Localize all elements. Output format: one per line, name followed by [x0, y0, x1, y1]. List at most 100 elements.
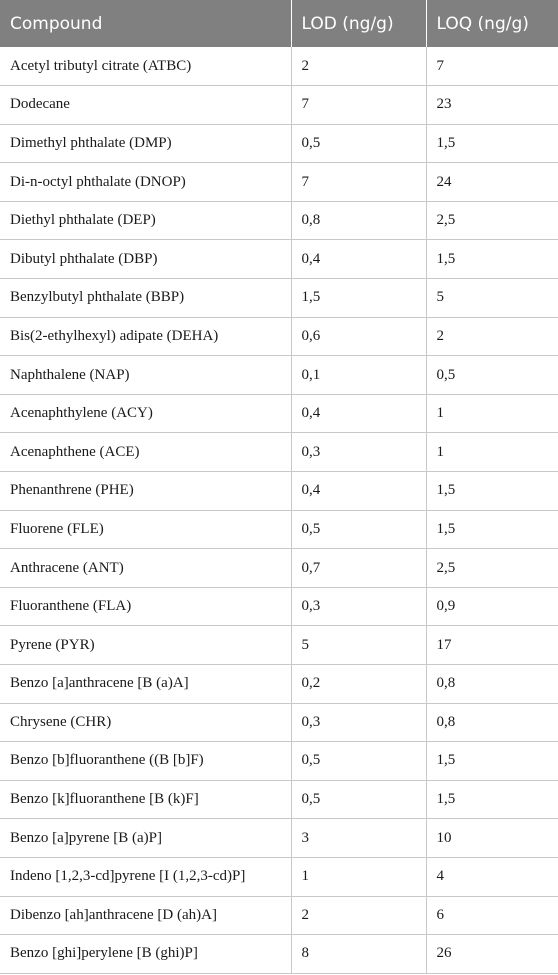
table-row: Benzo [b]fluoranthene ((B [b]F) 0,5 1,5 — [0, 741, 558, 781]
cell-loq: 1,5 — [426, 510, 558, 550]
cell-loq: 0,9 — [426, 587, 558, 627]
cell-loq: 6 — [426, 896, 558, 936]
table-row: Anthracene (ANT) 0,7 2,5 — [0, 548, 558, 588]
cell-compound: Benzo [k]fluoranthene [B (k)F] — [0, 780, 292, 820]
cell-loq: 26 — [426, 934, 558, 974]
header-compound: Compound — [0, 0, 292, 47]
cell-compound: Fluoranthene (FLA) — [0, 587, 292, 627]
cell-lod: 0,8 — [291, 201, 427, 241]
cell-loq: 17 — [426, 625, 558, 665]
cell-compound: Fluorene (FLE) — [0, 510, 292, 550]
table-row: Acenaphthylene (ACY) 0,4 1 — [0, 394, 558, 434]
cell-compound: Benzylbutyl phthalate (BBP) — [0, 278, 292, 318]
cell-lod: 0,5 — [291, 124, 427, 164]
cell-lod: 0,4 — [291, 239, 427, 280]
cell-loq: 24 — [426, 162, 558, 202]
cell-compound: Benzo [b]fluoranthene ((B [b]F) — [0, 741, 292, 781]
cell-compound: Dodecane — [0, 85, 292, 125]
cell-loq: 0,8 — [426, 664, 558, 704]
table-row: Benzylbutyl phthalate (BBP) 1,5 5 — [0, 278, 558, 318]
cell-lod: 0,5 — [291, 780, 427, 820]
cell-compound: Chrysene (CHR) — [0, 703, 292, 743]
cell-lod: 2 — [291, 896, 427, 936]
header-loq: LOQ (ng/g) — [426, 0, 558, 47]
cell-lod: 0,3 — [291, 587, 427, 627]
cell-compound: Acenaphthylene (ACY) — [0, 394, 292, 434]
table-row: Benzo [ghi]perylene [B (ghi)P] 8 26 — [0, 934, 558, 974]
cell-lod: 7 — [291, 85, 427, 125]
cell-compound: Acenaphthene (ACE) — [0, 432, 292, 473]
cell-compound: Di-n-octyl phthalate (DNOP) — [0, 162, 292, 202]
table-row: Acenaphthene (ACE) 0,3 1 — [0, 432, 558, 473]
cell-lod: 0,2 — [291, 664, 427, 704]
cell-loq: 2,5 — [426, 201, 558, 241]
table-body: Acetyl tributyl citrate (ATBC) 2 7 Dodecane… — [0, 47, 558, 974]
cell-compound: Indeno [1,2,3-cd]pyrene [I (1,2,3-cd)P] — [0, 857, 292, 897]
table-row: Diethyl phthalate (DEP) 0,8 2,5 — [0, 201, 558, 241]
table-row: Dibenzo [ah]anthracene [D (ah)A] 2 6 — [0, 896, 558, 936]
cell-lod: 5 — [291, 625, 427, 665]
cell-lod: 7 — [291, 162, 427, 202]
cell-compound: Acetyl tributyl citrate (ATBC) — [0, 47, 292, 87]
table-row: Benzo [a]pyrene [B (a)P] 3 10 — [0, 818, 558, 858]
cell-loq: 1 — [426, 394, 558, 434]
cell-compound: Diethyl phthalate (DEP) — [0, 201, 292, 241]
cell-lod: 1 — [291, 857, 427, 897]
table-row: Dibutyl phthalate (DBP) 0,4 1,5 — [0, 239, 558, 280]
cell-compound: Phenanthrene (PHE) — [0, 471, 292, 511]
header-row: Compound LOD (ng/g) LOQ (ng/g) — [0, 0, 558, 47]
cell-loq: 10 — [426, 818, 558, 858]
cell-compound: Benzo [ghi]perylene [B (ghi)P] — [0, 934, 292, 974]
cell-compound: Dimethyl phthalate (DMP) — [0, 124, 292, 164]
cell-loq: 1,5 — [426, 741, 558, 781]
cell-loq: 2 — [426, 317, 558, 357]
cell-loq: 5 — [426, 278, 558, 318]
cell-lod: 0,1 — [291, 355, 427, 395]
table-row: Bis(2-ethylhexyl) adipate (DEHA) 0,6 2 — [0, 317, 558, 357]
cell-loq: 23 — [426, 85, 558, 125]
cell-compound: Benzo [a]pyrene [B (a)P] — [0, 818, 292, 858]
table-row: Chrysene (CHR) 0,3 0,8 — [0, 703, 558, 743]
table-row: Phenanthrene (PHE) 0,4 1,5 — [0, 471, 558, 511]
cell-compound: Benzo [a]anthracene [B (a)A] — [0, 664, 292, 704]
cell-lod: 3 — [291, 818, 427, 858]
cell-loq: 1,5 — [426, 239, 558, 280]
table-row: Benzo [a]anthracene [B (a)A] 0,2 0,8 — [0, 664, 558, 704]
cell-compound: Dibutyl phthalate (DBP) — [0, 239, 292, 280]
cell-loq: 2,5 — [426, 548, 558, 588]
cell-loq: 7 — [426, 47, 558, 87]
cell-compound: Dibenzo [ah]anthracene [D (ah)A] — [0, 896, 292, 936]
cell-compound: Pyrene (PYR) — [0, 625, 292, 665]
table-row: Di-n-octyl phthalate (DNOP) 7 24 — [0, 162, 558, 202]
cell-lod: 2 — [291, 47, 427, 87]
cell-compound: Naphthalene (NAP) — [0, 355, 292, 395]
table-row: Benzo [k]fluoranthene [B (k)F] 0,5 1,5 — [0, 780, 558, 820]
table-row: Fluoranthene (FLA) 0,3 0,9 — [0, 587, 558, 627]
cell-lod: 0,5 — [291, 510, 427, 550]
cell-lod: 0,5 — [291, 741, 427, 781]
cell-loq: 0,8 — [426, 703, 558, 743]
cell-loq: 1,5 — [426, 471, 558, 511]
cell-compound: Bis(2-ethylhexyl) adipate (DEHA) — [0, 317, 292, 357]
cell-lod: 0,3 — [291, 432, 427, 473]
cell-loq: 0,5 — [426, 355, 558, 395]
table-row: Naphthalene (NAP) 0,1 0,5 — [0, 355, 558, 395]
table-header: Compound LOD (ng/g) LOQ (ng/g) — [0, 0, 558, 47]
cell-loq: 1,5 — [426, 124, 558, 164]
table-row: Indeno [1,2,3-cd]pyrene [I (1,2,3-cd)P] 1… — [0, 857, 558, 897]
cell-lod: 1,5 — [291, 278, 427, 318]
cell-lod: 0,7 — [291, 548, 427, 588]
table-row: Dodecane 7 23 — [0, 85, 558, 125]
cell-loq: 1,5 — [426, 780, 558, 820]
cell-loq: 4 — [426, 857, 558, 897]
table-row: Dimethyl phthalate (DMP) 0,5 1,5 — [0, 124, 558, 164]
cell-lod: 0,4 — [291, 471, 427, 511]
cell-loq: 1 — [426, 432, 558, 473]
cell-lod: 0,4 — [291, 394, 427, 434]
cell-lod: 0,3 — [291, 703, 427, 743]
cell-lod: 8 — [291, 934, 427, 974]
cell-compound: Anthracene (ANT) — [0, 548, 292, 588]
table-row: Pyrene (PYR) 5 17 — [0, 625, 558, 665]
cell-lod: 0,6 — [291, 317, 427, 357]
